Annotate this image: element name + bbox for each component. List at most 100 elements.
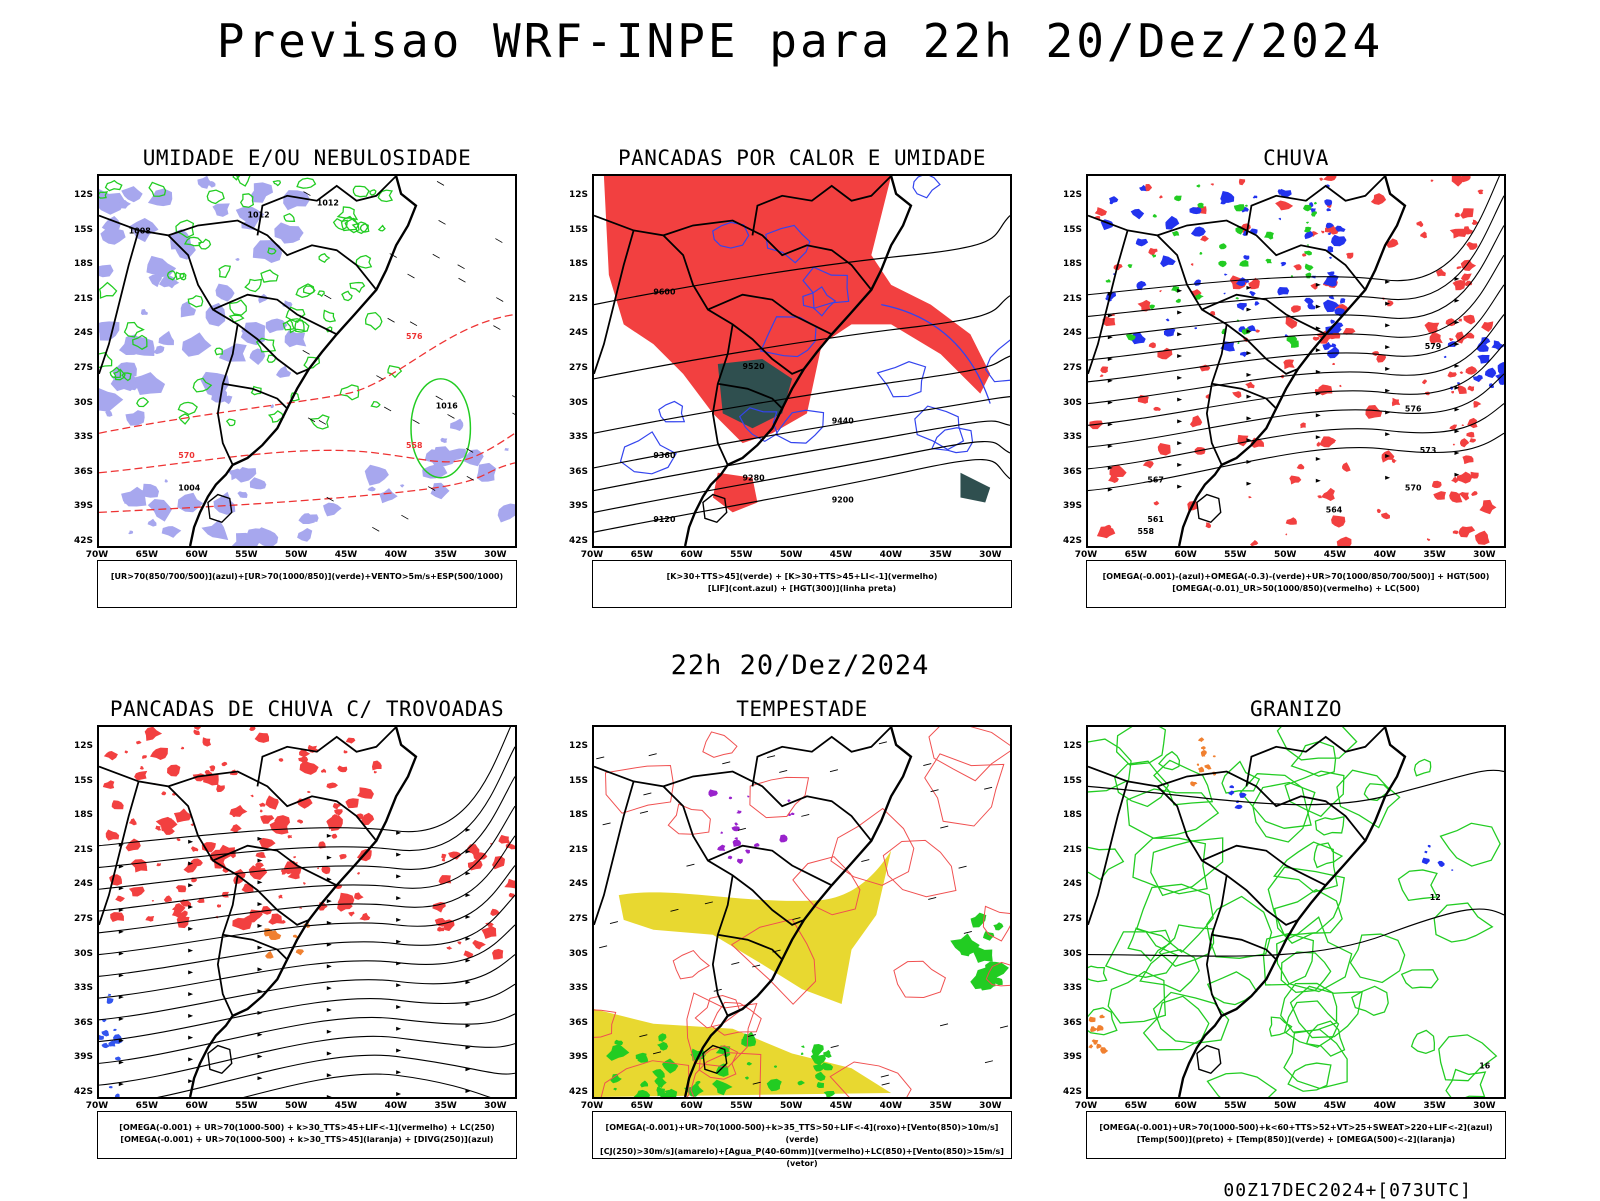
rain-area: [1457, 384, 1467, 394]
thunderstorm-area: [345, 737, 356, 744]
wind-vector: [409, 321, 418, 327]
rain-area: [1300, 422, 1306, 429]
streamline-850: [672, 949, 711, 980]
thunderstorm-area: [348, 911, 355, 917]
streamline: [99, 835, 515, 934]
lat-tick-label: 39S: [1062, 501, 1082, 512]
streamline-arrow: [1385, 323, 1391, 328]
omega-500-area: [1099, 1014, 1106, 1019]
streamline-arrow: [118, 1016, 124, 1021]
streamline: [156, 1054, 515, 1097]
streamline-arrow: [188, 839, 194, 844]
thunderstorm-area: [343, 750, 348, 754]
lon-tick-label: 35W: [929, 1101, 952, 1111]
omega-area: [1252, 195, 1258, 199]
rain-area: [1331, 515, 1346, 528]
thunderstorm-area: [139, 765, 144, 770]
thunderstorm-area: [216, 784, 225, 793]
omega-area: [1280, 261, 1287, 267]
temperature-500-contour: [1088, 769, 1504, 806]
humidity-lower-contour: [340, 215, 360, 232]
streamline-arrow: [465, 893, 471, 898]
streamline: [99, 865, 515, 956]
contour-label: 9600: [653, 288, 676, 297]
severe-storm-area: [745, 849, 750, 854]
omega-area: [1323, 299, 1340, 313]
thunderstorm-area: [254, 732, 270, 743]
wind-vector: [495, 238, 503, 243]
rain-area: [1429, 333, 1443, 345]
humidity-upper-area: [159, 275, 177, 288]
streamline-arrow: [1246, 351, 1252, 356]
temperature-850-contour: [1336, 769, 1401, 829]
streamline-arrow: [1107, 422, 1113, 427]
streamline-arrow: [118, 929, 124, 934]
rain-area: [1102, 316, 1116, 327]
country-border: [711, 324, 734, 466]
hail-area: [1234, 804, 1243, 810]
lon-tick-label: 30W: [1473, 550, 1496, 560]
wind-vector: [958, 865, 967, 869]
rain-area: [1094, 207, 1108, 217]
humidity-lower-contour: [369, 189, 377, 196]
humidity-upper-area: [399, 484, 405, 488]
severe-storm-area: [790, 812, 795, 816]
country-border: [1211, 933, 1277, 961]
lat-tick-label: 33S: [73, 432, 93, 443]
lon-tick-label: 30W: [484, 550, 507, 560]
hail-area: [1229, 785, 1234, 789]
wind-vector: [878, 741, 887, 745]
omega-strong-area: [1174, 195, 1182, 202]
lat-tick-label: 15S: [568, 224, 588, 235]
low-level-jet-area: [982, 931, 995, 941]
rain-area: [1462, 455, 1474, 465]
streamline-arrow: [1385, 432, 1391, 437]
omega-area: [1236, 302, 1247, 311]
omega-area: [1330, 234, 1347, 247]
omega-area: [1194, 327, 1197, 330]
contour-label: 1016: [436, 401, 459, 410]
humidity-upper-area: [197, 176, 212, 189]
streamline-arrow: [1107, 335, 1113, 340]
country-border: [594, 781, 635, 926]
humidity-upper-area: [235, 258, 240, 261]
lon-tick-label: 45W: [829, 550, 853, 560]
thunderstorm-area: [196, 897, 205, 903]
thunderstorm-area: [209, 765, 216, 772]
temperature-850-contour: [1104, 931, 1180, 978]
temperature-850-contour: [1221, 760, 1261, 794]
lat-tick-label: 33S: [1062, 983, 1082, 994]
coastline: [683, 176, 913, 546]
country-border: [222, 933, 288, 961]
humidity-upper-area: [234, 466, 257, 483]
severe-storm-area: [779, 834, 788, 843]
rain-area: [1465, 366, 1478, 375]
omega-area: [1491, 340, 1504, 351]
humidity-lower-contour: [239, 193, 255, 208]
lon-tick-label: 45W: [334, 1101, 358, 1111]
lon-tick-label: 65W: [1124, 550, 1148, 560]
panel-title: TEMPESTADE: [736, 697, 868, 721]
rain-area: [1460, 176, 1471, 183]
omega-area: [1484, 367, 1497, 379]
omega-strong-area: [1197, 202, 1204, 209]
wind-vector: [648, 753, 657, 757]
humidity-lower-contour: [175, 271, 185, 281]
streamline-arrow: [1454, 407, 1460, 412]
panel-title: PANCADAS DE CHUVA C/ TROVOADAS: [109, 697, 505, 721]
streamline: [1088, 195, 1504, 318]
lon-tick-label: 40W: [384, 1101, 408, 1111]
thunderstorm-area: [278, 758, 284, 762]
coastline: [683, 727, 913, 1097]
lon-tick-label: 45W: [829, 1101, 853, 1111]
country-border: [663, 770, 873, 842]
wind-vector: [704, 901, 713, 905]
wind-vector: [596, 756, 605, 760]
wind-vector: [447, 414, 455, 419]
rain-area: [1312, 336, 1320, 341]
contour-label: 576: [1405, 404, 1422, 413]
country-border: [594, 230, 635, 375]
humidity-upper-area: [275, 365, 292, 378]
low-level-jet-area: [715, 1045, 731, 1058]
height-contour: [594, 441, 1010, 513]
